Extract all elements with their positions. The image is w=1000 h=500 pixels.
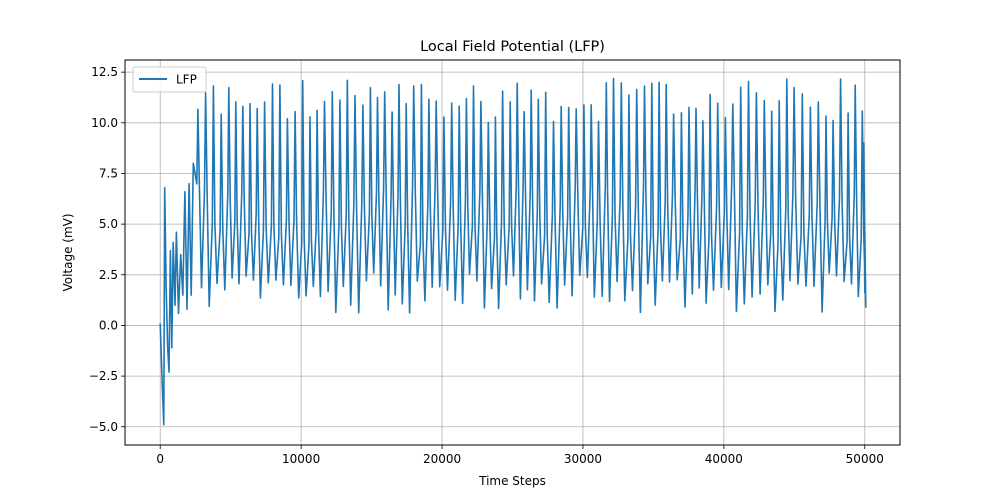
y-tick-label: 5.0 — [99, 217, 118, 231]
lfp-series-line — [159, 77, 867, 426]
x-tick-label: 50000 — [846, 452, 884, 466]
y-tick-label: 12.5 — [91, 65, 118, 79]
x-tick-label: 10000 — [282, 452, 320, 466]
legend-box — [132, 66, 207, 93]
x-axis-ticks: 0 10000 20000 30000 40000 50000 — [156, 445, 884, 466]
x-tick-label: 0 — [156, 452, 164, 466]
y-axis-ticks: −5.0 −2.5 0.0 2.5 5.0 7.5 10.0 12.5 — [89, 65, 125, 434]
legend-label-lfp: LFP — [176, 73, 197, 87]
y-tick-label: 0.0 — [99, 318, 118, 332]
chart-title: Local Field Potential (LFP) — [420, 39, 605, 55]
y-tick-label: 7.5 — [99, 166, 118, 180]
x-tick-label: 40000 — [705, 452, 743, 466]
y-tick-label: −2.5 — [89, 369, 118, 383]
y-tick-label: −5.0 — [89, 420, 118, 434]
y-axis-label: Voltage (mV) — [61, 213, 75, 291]
axes-frame — [124, 59, 901, 446]
x-tick-label: 30000 — [564, 452, 602, 466]
plot-area — [159, 77, 867, 426]
x-tick-label: 20000 — [423, 452, 461, 466]
y-tick-label: 2.5 — [99, 268, 118, 282]
y-tick-label: 10.0 — [91, 116, 118, 130]
x-axis-label: Time Steps — [478, 474, 546, 488]
legend: LFP — [132, 66, 207, 93]
